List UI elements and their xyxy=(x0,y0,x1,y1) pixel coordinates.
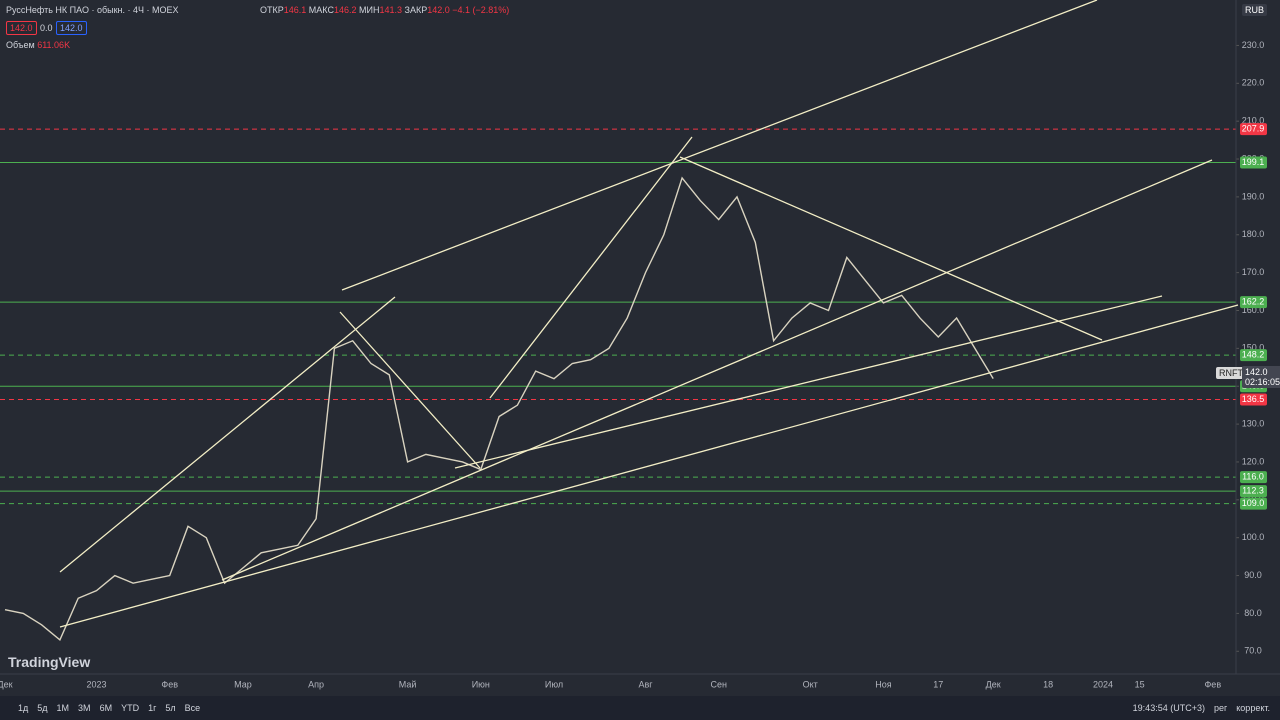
y-tick-label: 80.0 xyxy=(1244,608,1262,618)
trend-line xyxy=(221,159,1213,581)
trend-line xyxy=(489,136,693,399)
y-tick-label: 100.0 xyxy=(1242,532,1265,542)
trend-line xyxy=(341,0,1098,291)
range-button[interactable]: 3М xyxy=(78,703,91,713)
x-tick-label: Фев xyxy=(161,679,178,689)
currency[interactable]: RUB xyxy=(1242,4,1268,16)
level-tag xyxy=(1240,471,1267,484)
level-label: 207.9 xyxy=(1242,123,1265,133)
level-label: 162.2 xyxy=(1242,297,1265,307)
x-tick-label: Авг xyxy=(638,679,653,689)
y-tick-label: 230.0 xyxy=(1242,40,1265,50)
ticker-tag: RNFT xyxy=(1216,367,1246,379)
symbol: РуссНефть НК ПАО · обыкн. · 4Ч · MOEX xyxy=(6,5,179,15)
y-tick-label: 90.0 xyxy=(1244,570,1262,580)
range-button[interactable]: 5д xyxy=(37,703,48,713)
level-label: 116.0 xyxy=(1242,471,1264,481)
range-button[interactable]: Все xyxy=(184,703,201,713)
trend-line xyxy=(59,296,396,573)
label: Объем xyxy=(6,40,35,50)
y-tick-label: 170.0 xyxy=(1242,267,1265,277)
sell-button[interactable]: 142.0 xyxy=(6,21,37,35)
plot: 70.080.090.0100.0110.0120.0130.0140.0150… xyxy=(0,0,1280,689)
value: 146.1 xyxy=(283,5,307,15)
price-line xyxy=(4,176,994,642)
range-button[interactable]: 1М xyxy=(56,703,70,713)
value: 142.0 xyxy=(427,5,450,15)
label: МИН xyxy=(359,5,380,15)
adjust[interactable]: коррект. xyxy=(1236,703,1270,713)
logo: TradingView xyxy=(8,654,91,670)
x-tick-label: 15 xyxy=(1135,679,1145,689)
trend-line xyxy=(339,311,481,469)
level-label: 148.2 xyxy=(1242,350,1265,360)
spread: 0.0 xyxy=(40,23,53,33)
x-tick-label: Окт xyxy=(803,679,818,689)
change: −4.1 (−2.81%) xyxy=(452,5,510,15)
toolbar: 1д 5д 1М 3М 6М YTD 1г 5л Все 19:43:54 (UTC+3) ре… xyxy=(0,696,1280,720)
x-tick-label: Дек xyxy=(0,679,13,689)
x-tick-label: Апр xyxy=(308,679,324,689)
level-tag xyxy=(1240,497,1267,510)
y-tick-label: 130.0 xyxy=(1242,418,1265,428)
x-tick-label: Ноя xyxy=(875,679,892,689)
x-tick-label: Мар xyxy=(234,679,252,689)
trend-line xyxy=(59,304,1239,628)
trend-line xyxy=(679,156,1103,341)
range-button[interactable]: 5л xyxy=(165,703,176,713)
level-tag xyxy=(1240,156,1267,169)
chart: 70.080.090.0100.0110.0120.0130.0140.0150… xyxy=(0,0,1280,689)
y-tick-label: 180.0 xyxy=(1242,229,1265,239)
x-tick-label: 2024 xyxy=(1093,679,1113,689)
y-tick-label: 210.0 xyxy=(1242,116,1265,126)
level-label: 136.5 xyxy=(1242,394,1265,404)
ranges: 1д 5д 1М 3М 6М YTD 1г 5л Все xyxy=(9,703,200,713)
y-tick-label: 190.0 xyxy=(1242,191,1265,201)
label: МАКС xyxy=(308,5,334,15)
x-tick-label: Дек xyxy=(986,679,1001,689)
value: 611.06K xyxy=(37,40,71,50)
y-tick-label: 120.0 xyxy=(1242,456,1265,466)
range-button[interactable]: YTD xyxy=(121,703,140,713)
y-tick-label: 220.0 xyxy=(1242,78,1265,88)
range-button[interactable]: 6М xyxy=(99,703,113,713)
label: ЗАКР xyxy=(404,5,428,15)
x-tick-label: Фев xyxy=(1204,679,1221,689)
x-tick-label: 2023 xyxy=(86,679,106,689)
price-tag: 142.0 02:16:05 xyxy=(1242,366,1280,388)
session[interactable]: рег xyxy=(1213,703,1228,713)
volume: Объем 611.06K xyxy=(6,40,70,50)
trend-line xyxy=(454,295,1163,469)
y-tick-label: 150.0 xyxy=(1242,343,1265,353)
range-button[interactable]: 1г xyxy=(148,703,157,713)
range-button[interactable]: 1д xyxy=(18,703,29,713)
level-tag xyxy=(1240,485,1267,498)
level-label: 109.0 xyxy=(1242,498,1265,508)
price: 142.0 xyxy=(1245,367,1268,377)
level-tag xyxy=(1240,349,1267,362)
y-tick-label: 160.0 xyxy=(1242,305,1265,315)
x-tick-label: 18 xyxy=(1043,679,1053,689)
x-tick-label: Май xyxy=(399,679,417,689)
level-label: 199.1 xyxy=(1242,157,1265,167)
y-tick-label: 70.0 xyxy=(1244,646,1262,656)
level-tag xyxy=(1240,123,1267,136)
x-tick-label: Сен xyxy=(710,679,727,689)
level-tag xyxy=(1240,393,1267,406)
value: 146.2 xyxy=(333,5,357,15)
time: 19:43:54 (UTC+3) xyxy=(1132,703,1205,713)
trend-lines xyxy=(59,0,1239,628)
level-tag xyxy=(1240,296,1267,309)
value: 141.3 xyxy=(379,5,402,15)
ohlc: ОТКР146.1 МАКС146.2 МИН141.3 ЗАКР142.0 −… xyxy=(260,5,509,15)
buy-button[interactable]: 142.0 xyxy=(56,21,87,35)
x-tick-label: Июл xyxy=(545,679,563,689)
level-label: 112.3 xyxy=(1242,485,1264,495)
x-tick-label: 17 xyxy=(933,679,943,689)
label: ОТКР xyxy=(260,5,284,15)
x-tick-label: Июн xyxy=(472,679,490,689)
countdown: 02:16:05 xyxy=(1245,377,1280,387)
